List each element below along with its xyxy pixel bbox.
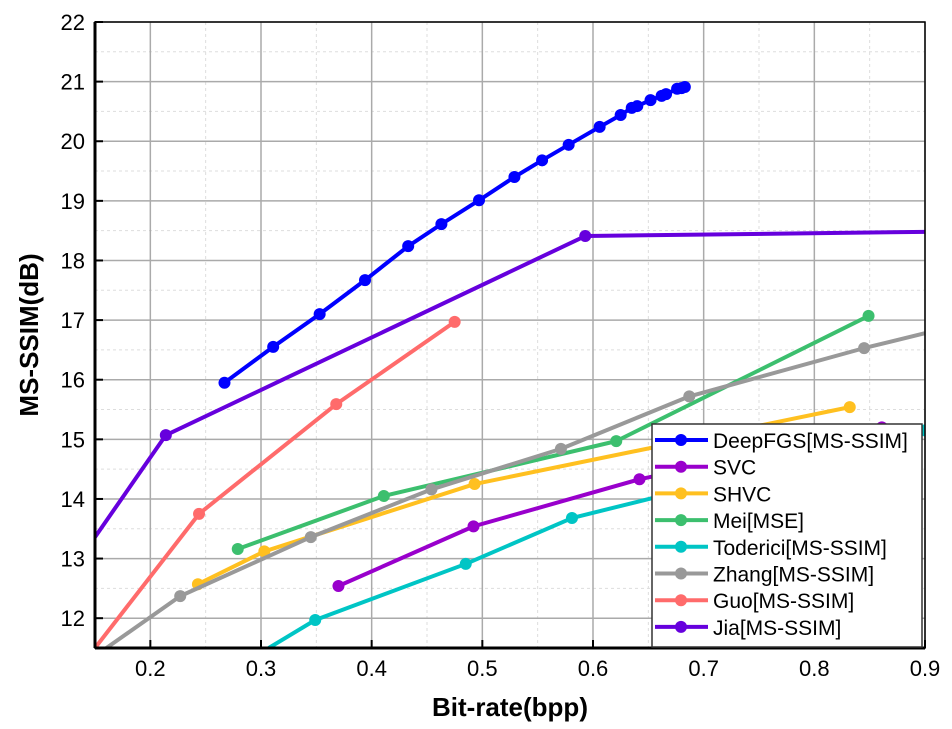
data-point <box>610 435 623 448</box>
legend-label: SVC <box>713 457 756 480</box>
series-guo-ms-ssim- <box>95 315 461 648</box>
data-point <box>309 613 322 626</box>
data-point <box>258 545 271 558</box>
legend-label: Jia[MS-SSIM] <box>713 617 841 640</box>
y-tick-label: 13 <box>61 547 85 572</box>
data-point <box>473 194 486 207</box>
y-tick-label: 19 <box>61 189 85 214</box>
series-zhang-ms-ssim- <box>102 331 925 648</box>
legend-marker <box>675 434 687 446</box>
legend-label: Mei[MSE] <box>713 510 804 533</box>
data-point <box>858 342 871 355</box>
y-axis-label: MS-SSIM(dB) <box>14 253 44 416</box>
data-point <box>267 340 280 353</box>
data-point <box>593 120 606 133</box>
data-point <box>448 315 461 328</box>
data-point <box>633 473 646 486</box>
legend: DeepFGS[MS-SSIM] SVC SHVC Mei[MSE] Toderici[… <box>651 423 923 648</box>
legend-marker <box>675 460 687 473</box>
legend-box <box>651 423 923 648</box>
y-tick-label: 16 <box>61 368 85 393</box>
x-tick-label: 0.6 <box>578 656 609 681</box>
data-point <box>579 230 592 243</box>
series-deepfgs-ms-ssim- <box>218 80 691 389</box>
data-point <box>536 154 549 167</box>
y-tick-label: 14 <box>61 487 85 512</box>
series-line <box>95 229 925 539</box>
legend-marker <box>675 540 687 553</box>
x-tick-label: 0.8 <box>799 656 830 681</box>
x-tick-label: 0.4 <box>356 656 387 681</box>
data-point <box>683 390 696 403</box>
data-point <box>231 543 244 556</box>
legend-marker <box>675 620 687 633</box>
y-tick-label: 21 <box>61 70 85 95</box>
data-point <box>614 109 627 122</box>
data-point <box>174 590 187 603</box>
data-point <box>435 218 448 231</box>
data-point <box>459 557 472 570</box>
y-tick-label: 17 <box>61 308 85 333</box>
data-point <box>159 429 172 442</box>
data-point <box>330 398 343 411</box>
series-jia-ms-ssim- <box>95 229 925 539</box>
y-tick-label: 12 <box>61 606 85 631</box>
data-point <box>644 94 657 107</box>
y-tick-label: 18 <box>61 248 85 273</box>
legend-label: Guo[MS-SSIM] <box>713 590 854 613</box>
data-point <box>562 138 575 151</box>
data-point <box>631 100 644 113</box>
data-point <box>467 520 480 533</box>
data-point <box>554 442 567 455</box>
data-point <box>468 478 481 491</box>
series-line <box>102 331 925 648</box>
data-point <box>402 240 415 253</box>
data-point <box>193 507 206 520</box>
data-point <box>678 80 691 93</box>
data-point <box>377 489 390 502</box>
x-tick-label: 0.3 <box>246 656 277 681</box>
x-tick-label: 0.7 <box>688 656 719 681</box>
data-point <box>313 308 326 321</box>
data-point <box>508 171 521 184</box>
data-point <box>843 401 856 414</box>
grid <box>94 21 926 649</box>
legend-marker <box>675 567 687 580</box>
x-tick-label: 0.9 <box>910 656 941 681</box>
y-tick-label: 22 <box>61 10 85 35</box>
y-tick-label: 15 <box>61 427 85 452</box>
legend-label: Zhang[MS-SSIM] <box>713 564 874 587</box>
legend-label: Toderici[MS-SSIM] <box>713 537 887 560</box>
data-point <box>425 483 438 496</box>
legend-label: DeepFGS[MS-SSIM] <box>713 430 908 453</box>
legend-marker <box>675 594 687 607</box>
series-line <box>95 320 456 648</box>
x-tick-label: 0.5 <box>467 656 498 681</box>
x-tick-label: 0.2 <box>135 656 166 681</box>
axes: 0.2 0.3 0.4 0.5 0.6 0.7 0.8 0.9 12 13 14 15 16 17 18 19… <box>61 10 941 681</box>
data-point <box>660 88 673 101</box>
data-point <box>332 579 345 592</box>
legend-label: SHVC <box>713 483 771 506</box>
data-point <box>565 512 578 525</box>
legend-marker <box>675 487 687 500</box>
data-point <box>304 531 317 544</box>
y-tick-label: 20 <box>61 129 85 154</box>
data-point <box>862 309 875 322</box>
x-axis-label: Bit-rate(bpp) <box>432 692 588 722</box>
legend-marker <box>675 514 687 527</box>
data-point <box>359 274 372 287</box>
data-point <box>218 376 231 389</box>
